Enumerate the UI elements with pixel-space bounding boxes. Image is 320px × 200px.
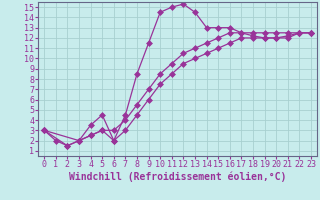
X-axis label: Windchill (Refroidissement éolien,°C): Windchill (Refroidissement éolien,°C)	[69, 172, 286, 182]
